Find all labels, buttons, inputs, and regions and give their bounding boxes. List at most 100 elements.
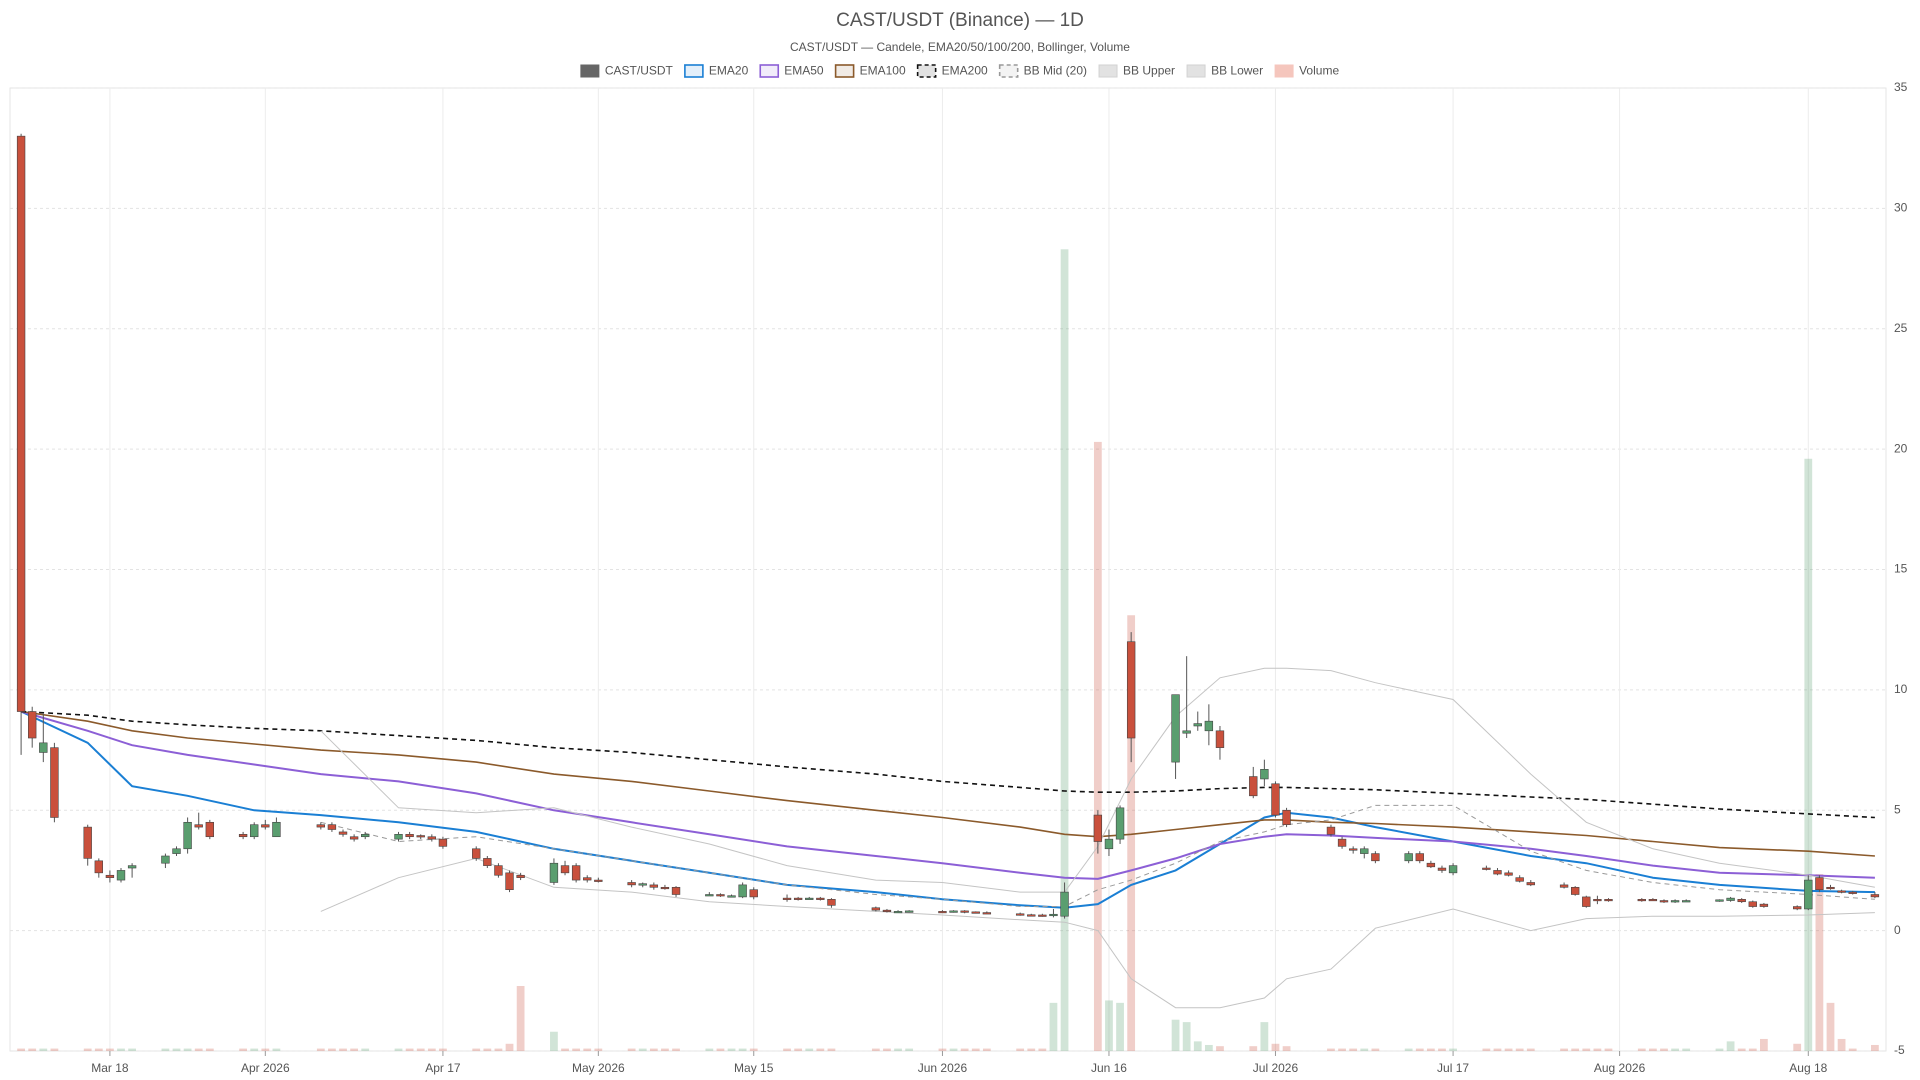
candle-body [327, 824, 337, 830]
volume-bar [561, 1048, 569, 1051]
volume-bar [1127, 615, 1136, 1051]
volume-bar [960, 1048, 969, 1051]
candle-body [738, 884, 747, 898]
volume-bar [1371, 1048, 1380, 1051]
candle-body [660, 886, 670, 890]
candle-body [727, 895, 736, 898]
volume-bar [1582, 1048, 1591, 1051]
candle-body [1748, 901, 1757, 907]
candle-body [1593, 899, 1602, 902]
volume-bar [816, 1048, 825, 1051]
candle-body [94, 860, 103, 874]
volume-bar [1526, 1048, 1535, 1051]
volume-bar [361, 1048, 370, 1051]
line-ema20 [20, 710, 1875, 909]
candle-body [505, 872, 514, 890]
candle-body [1793, 906, 1802, 910]
candle-body [261, 824, 270, 828]
candle-body [649, 884, 659, 888]
legend-label: Volume [1299, 64, 1339, 78]
volume-bar [161, 1048, 170, 1051]
candle-body [1126, 641, 1136, 739]
candle-body [1015, 913, 1025, 916]
volume-bar [1216, 1046, 1224, 1051]
volume-bar [1649, 1048, 1657, 1051]
candle-body [1027, 914, 1036, 917]
volume-bar [1871, 1044, 1879, 1051]
volume-bar [1349, 1048, 1358, 1051]
candle-body [1249, 776, 1258, 797]
candle-body [1726, 897, 1735, 901]
candle-body [205, 821, 214, 838]
candle-body [827, 899, 836, 906]
x-tick-label: Aug 18 [1789, 1061, 1827, 1075]
candle-body [1049, 913, 1058, 917]
legend: CAST/USDT EMA20 EMA50 EMA100 EMA200 BB Mid (2… [580, 64, 1339, 78]
candle-body [583, 877, 592, 881]
volume-bar [494, 1048, 503, 1051]
legend-swatch [1274, 64, 1294, 78]
legend-swatch [1186, 64, 1206, 78]
x-tick-label: Mar 18 [91, 1061, 129, 1075]
volume-bar [583, 1048, 592, 1051]
volume-bar [172, 1048, 181, 1051]
volume-bar [971, 1048, 980, 1051]
volume-bar [1671, 1048, 1679, 1051]
candle-body [516, 874, 525, 878]
volume-bar [416, 1048, 425, 1051]
candle-body [1715, 899, 1724, 902]
candle-body [1559, 884, 1569, 888]
x-tick-label: May 15 [734, 1061, 774, 1075]
candle-body [638, 883, 647, 886]
line-ema200 [21, 710, 1875, 819]
candle-body [472, 848, 481, 859]
y-tick-label: 35 [1894, 80, 1908, 94]
legend-item: Volume [1274, 64, 1339, 78]
volume-bar [1105, 1000, 1113, 1051]
candle-body [560, 865, 570, 874]
candle-body [1837, 890, 1846, 893]
candle-body [39, 742, 48, 753]
volume-bar [1438, 1048, 1446, 1051]
x-tick-label: Apr 2026 [241, 1061, 290, 1075]
volume-bar [261, 1048, 270, 1051]
volume-bar [183, 1048, 192, 1051]
candle-body [1404, 853, 1413, 862]
candle-body [1215, 730, 1225, 748]
candle-body [1171, 694, 1180, 763]
volume-bar [949, 1048, 958, 1051]
candle-body [338, 831, 348, 835]
candle-body [1482, 867, 1491, 870]
y-tick-label: 10 [1894, 682, 1908, 696]
candle-body [250, 824, 259, 838]
volume-bar [1016, 1048, 1025, 1051]
volume-bar [794, 1048, 803, 1051]
volume-bar [28, 1048, 37, 1051]
volume-bar [783, 1048, 791, 1051]
volume-bar [1027, 1048, 1036, 1051]
volume-bar [1815, 874, 1824, 1051]
y-tick-label: 25 [1894, 321, 1908, 335]
volume-bar [1260, 1022, 1269, 1051]
candle-body [427, 836, 437, 840]
volume-bar [1726, 1041, 1735, 1051]
candle-body [272, 821, 281, 838]
volume-bar [1482, 1048, 1491, 1051]
volume-bar [938, 1048, 947, 1051]
volume-bar [1415, 1048, 1424, 1051]
x-tick-label: May 2026 [572, 1061, 625, 1075]
y-tick-label: 20 [1894, 441, 1908, 455]
candle-body [16, 135, 26, 712]
volume-bar [1826, 1002, 1835, 1051]
candle-body [816, 897, 825, 900]
candle-body [394, 834, 403, 840]
volume-bar [1404, 1048, 1413, 1051]
volume-bar [672, 1048, 680, 1051]
volume-bar [827, 1048, 836, 1051]
volume-bar [649, 1048, 658, 1051]
volume-bar [550, 1031, 558, 1051]
candle-body [1682, 900, 1691, 903]
candle-body [1637, 899, 1646, 902]
candle-body [949, 910, 958, 913]
